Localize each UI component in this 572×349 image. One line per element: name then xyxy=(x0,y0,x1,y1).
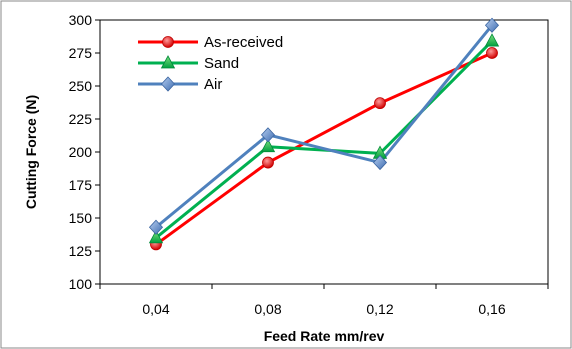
y-tick-label: 125 xyxy=(69,243,93,259)
x-tick-label: 0,12 xyxy=(366,301,393,317)
y-tick-label: 300 xyxy=(69,12,93,28)
y-axis-title: Cutting Force (N) xyxy=(23,95,39,209)
data-point-2-1 xyxy=(260,127,276,143)
y-tick-label: 150 xyxy=(69,210,93,226)
y-tick-label: 225 xyxy=(69,111,93,127)
series-line-0 xyxy=(155,51,493,246)
y-tick-label: 275 xyxy=(69,45,93,61)
y-tick-label: 200 xyxy=(69,144,93,160)
data-point-1-3 xyxy=(484,33,500,47)
y-tick-label: 100 xyxy=(69,276,93,292)
data-point-0-1 xyxy=(262,156,274,169)
x-tick-label: 0,08 xyxy=(254,301,281,317)
data-point-1-1 xyxy=(260,138,276,153)
legend-marker-2 xyxy=(160,76,176,92)
legend-label-1: Sand xyxy=(204,55,239,72)
y-tick-label: 175 xyxy=(69,177,93,193)
legend-marker-1 xyxy=(160,55,176,69)
data-point-1-0 xyxy=(148,229,164,244)
data-point-2-0 xyxy=(148,219,164,235)
x-tick-label: 0,04 xyxy=(142,301,169,317)
x-axis-title: Feed Rate mm/rev xyxy=(264,328,385,344)
data-point-2-3 xyxy=(484,17,500,33)
x-tick-label: 0,16 xyxy=(478,301,505,317)
y-tick-label: 250 xyxy=(69,78,93,94)
series-line-2 xyxy=(155,24,494,229)
data-point-0-3 xyxy=(486,47,498,59)
data-point-2-2 xyxy=(372,154,388,171)
legend-marker-0 xyxy=(162,36,174,48)
legend-label-2: Air xyxy=(204,76,222,93)
data-point-0-2 xyxy=(374,97,386,110)
legend-label-0: As-received xyxy=(204,34,283,51)
